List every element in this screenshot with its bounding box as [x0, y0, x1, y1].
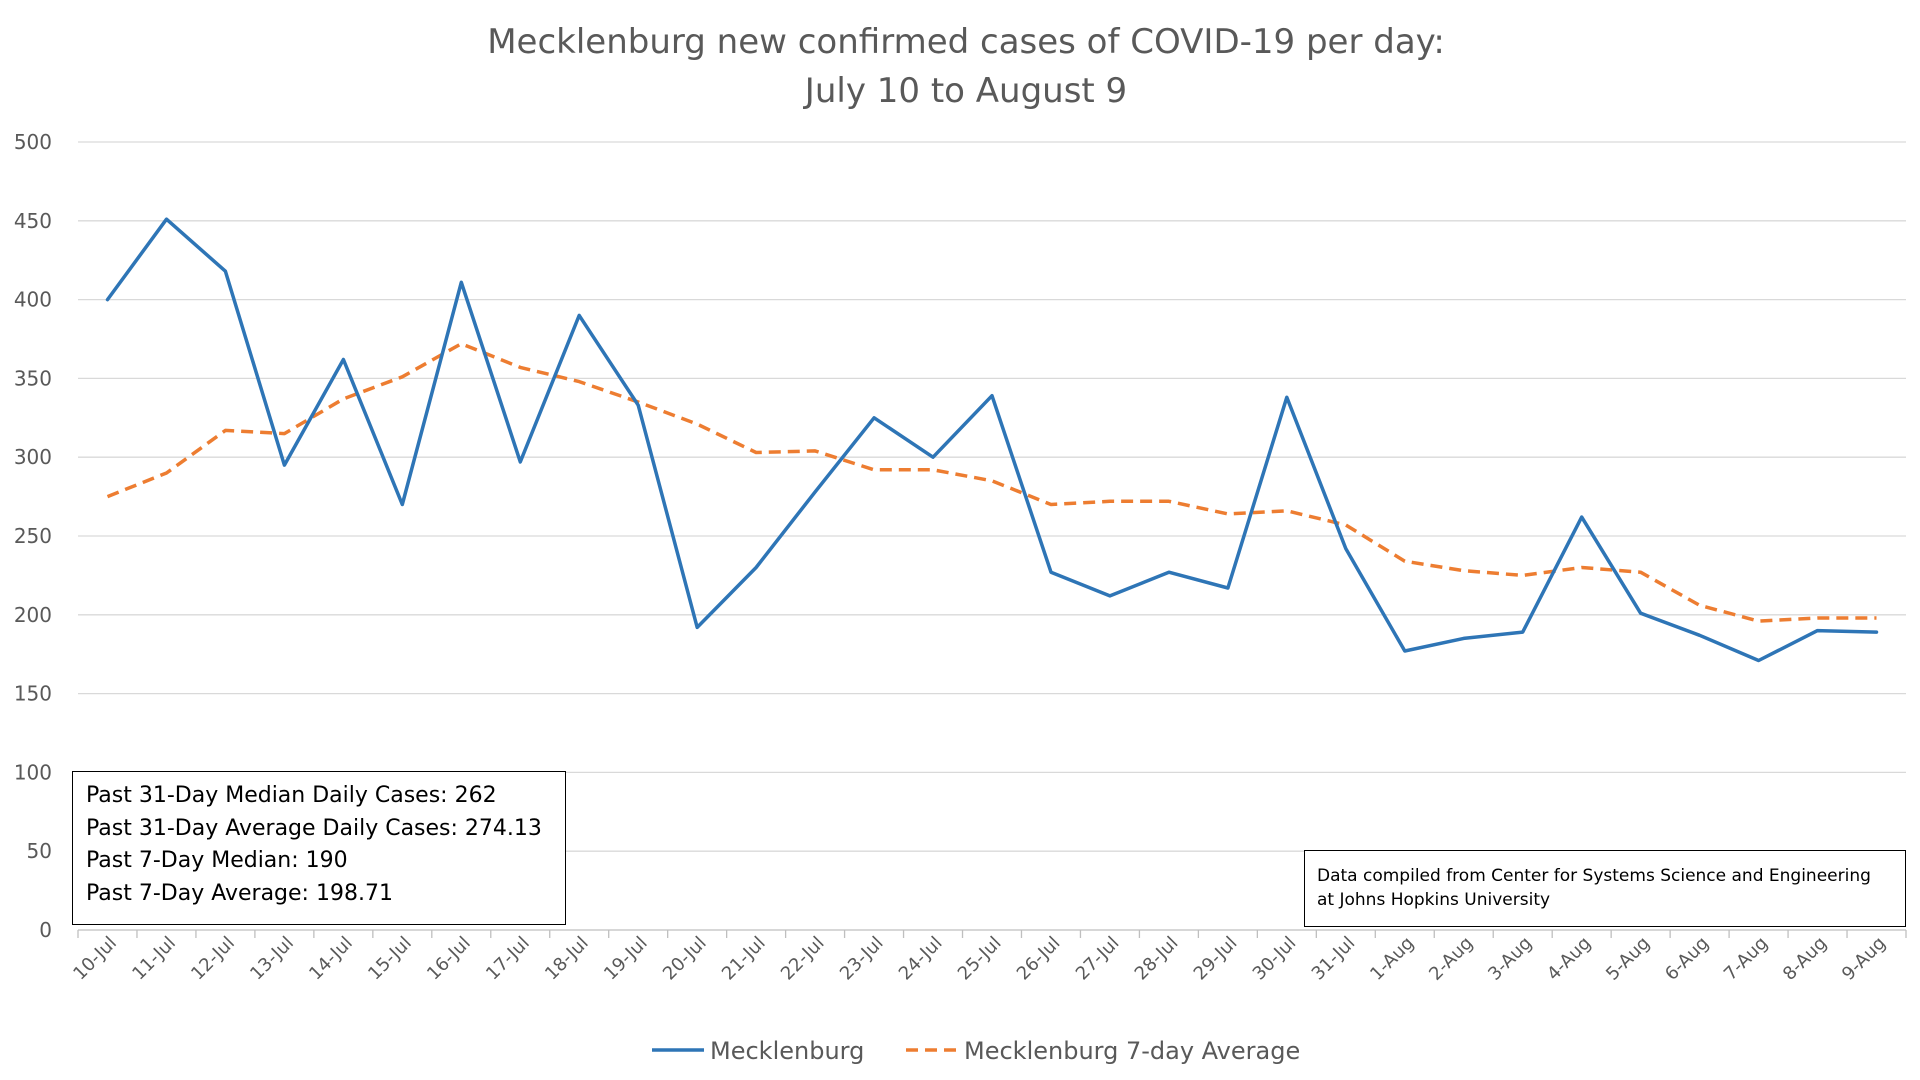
legend-label: Mecklenburg	[710, 1037, 864, 1065]
y-tick-label: 350	[14, 366, 52, 390]
y-tick-label: 0	[39, 918, 52, 942]
x-tick-label: 21-Jul	[718, 933, 770, 985]
x-tick-label: 23-Jul	[836, 933, 888, 985]
x-tick-label: 5-Aug	[1602, 933, 1654, 985]
x-tick-label: 9-Aug	[1838, 933, 1890, 985]
y-tick-label: 450	[14, 209, 52, 233]
x-tick-label: 29-Jul	[1190, 933, 1242, 985]
x-tick-label: 11-Jul	[128, 933, 180, 985]
x-tick-label: 16-Jul	[423, 933, 475, 985]
data-source-box: Data compiled from Center for Systems Sc…	[1304, 850, 1906, 927]
x-tick-label: 24-Jul	[895, 933, 947, 985]
stat-line-average-31: Past 31-Day Average Daily Cases: 274.13	[86, 815, 542, 841]
x-tick-label: 26-Jul	[1013, 933, 1065, 985]
x-tick-label: 8-Aug	[1779, 933, 1831, 985]
y-tick-label: 500	[14, 130, 52, 154]
legend: Mecklenburg Mecklenburg 7-day Average	[652, 1037, 1300, 1065]
y-tick-label: 150	[14, 682, 52, 706]
y-tick-label: 100	[14, 760, 52, 784]
x-tick-label: 22-Jul	[777, 933, 829, 985]
source-line-2: at Johns Hopkins University	[1317, 890, 1551, 910]
series-lines	[105, 217, 1879, 663]
source-line-1: Data compiled from Center for Systems Sc…	[1317, 866, 1871, 886]
x-tick-label: 31-Jul	[1308, 933, 1360, 985]
x-tick-label: 30-Jul	[1249, 933, 1301, 985]
x-tick-label: 6-Aug	[1661, 933, 1713, 985]
chart-subtitle: July 10 to August 9	[803, 71, 1127, 111]
x-tick-label: 1-Aug	[1366, 933, 1418, 985]
x-tick-label: 15-Jul	[364, 933, 416, 985]
y-tick-label: 200	[14, 603, 52, 627]
stat-line-median-31: Past 31-Day Median Daily Cases: 262	[86, 783, 497, 808]
x-tick-label: 7-Aug	[1720, 933, 1772, 985]
x-tick-label: 28-Jul	[1131, 933, 1183, 985]
x-tick-label: 2-Aug	[1425, 933, 1477, 985]
y-tick-label: 250	[14, 524, 52, 548]
y-tick-label: 400	[14, 288, 52, 312]
x-tick-label: 25-Jul	[954, 933, 1006, 985]
x-axis-ticks: 10-Jul 11-Jul 12-Jul 13-Jul 14-Jul 15-Jul 16-J…	[69, 930, 1907, 985]
y-tick-label: 300	[14, 445, 52, 469]
x-tick-label: 19-Jul	[600, 933, 652, 985]
series-line-mecklenburg-7-day-average	[106, 341, 1877, 623]
x-tick-label: 27-Jul	[1072, 933, 1124, 985]
x-tick-label: 10-Jul	[69, 933, 121, 985]
x-tick-label: 18-Jul	[541, 933, 593, 985]
x-tick-label: 3-Aug	[1484, 933, 1536, 985]
legend-label: Mecklenburg 7-day Average	[964, 1037, 1300, 1065]
series-line-mecklenburg	[105, 217, 1879, 663]
x-tick-label: 13-Jul	[246, 933, 298, 985]
x-tick-label: 12-Jul	[187, 933, 239, 985]
x-tick-label: 14-Jul	[305, 933, 357, 985]
stats-summary-box: Past 31-Day Median Daily Cases: 262 Past…	[72, 771, 566, 925]
stat-line-average-7: Past 7-Day Average: 198.71	[86, 880, 393, 906]
x-tick-label: 20-Jul	[659, 933, 711, 985]
x-tick-label: 4-Aug	[1543, 933, 1595, 985]
chart-title: Mecklenburg new confirmed cases of COVID…	[487, 22, 1445, 62]
stat-line-median-7: Past 7-Day Median: 190	[86, 848, 348, 873]
x-tick-label: 17-Jul	[482, 933, 534, 985]
gridlines	[78, 141, 1906, 931]
y-tick-label: 50	[27, 839, 52, 863]
y-axis-ticks: 0 50 100 150 200 250 300 350 400 450 500	[14, 130, 52, 942]
